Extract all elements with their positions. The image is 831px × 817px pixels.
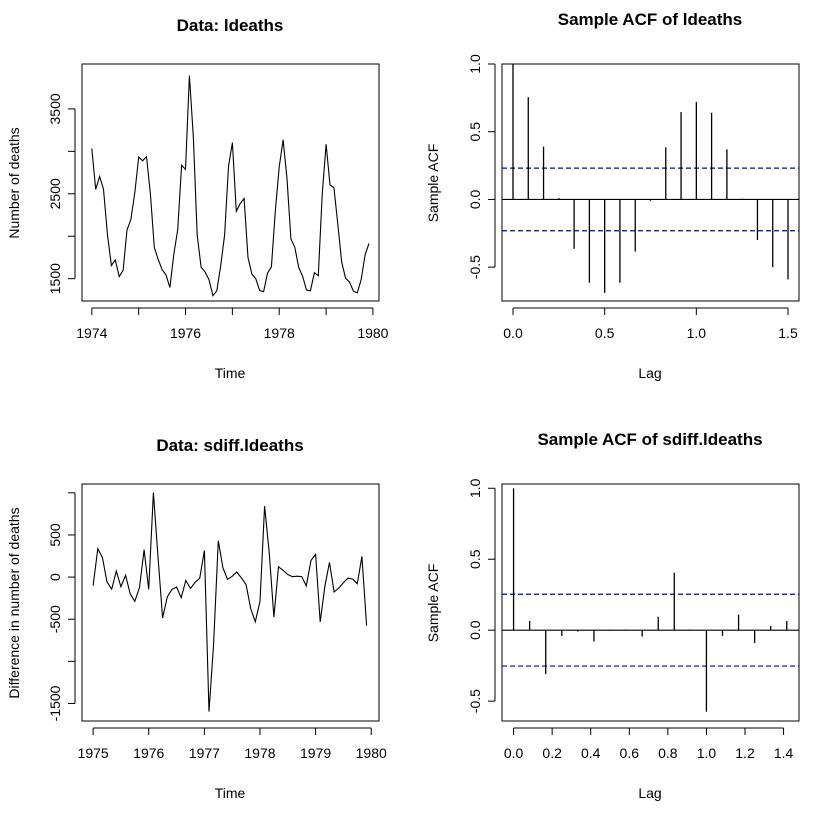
y-tick-label: -0.5: [467, 255, 483, 279]
x-axis-label: Time: [215, 785, 246, 801]
y-tick-label: -0.5: [467, 689, 483, 713]
series-line: [92, 492, 368, 712]
chart-title: Data: ldeaths: [177, 16, 284, 35]
chart-title: Sample ACF of ldeaths: [558, 10, 743, 29]
y-tick-label: 2500: [47, 178, 63, 209]
y-tick-label: 3500: [47, 93, 63, 124]
x-tick-label: 0.0: [504, 745, 524, 761]
y-tick-label: 1500: [47, 263, 63, 294]
x-tick-label: 0.5: [595, 325, 615, 341]
x-tick-label: 1.2: [735, 745, 755, 761]
plot-frame: [501, 63, 800, 302]
panel-sdiff-acf: Sample ACF of sdiff.ldeaths Lag Sample A…: [425, 430, 800, 801]
y-axis-label: Sample ACF: [425, 564, 441, 643]
y-tick-label: 0: [47, 573, 63, 581]
x-tick-label: 0.6: [620, 745, 640, 761]
series-line: [91, 75, 370, 297]
x-tick-label: 1974: [76, 325, 107, 341]
x-tick-label: 1978: [264, 325, 295, 341]
x-axis-label: Lag: [638, 365, 661, 381]
y-axis-label: Number of deaths: [6, 127, 22, 238]
y-tick-label: 1.0: [467, 54, 483, 74]
plot-frame: [81, 63, 380, 302]
panel-ldeaths-acf: Sample ACF of ldeaths Lag Sample ACF 0.0…: [425, 10, 800, 381]
y-axis-label: Difference in number of deaths: [6, 507, 22, 698]
x-tick-label: 1977: [189, 745, 220, 761]
x-tick-label: 1980: [356, 745, 387, 761]
plot-frame: [501, 483, 800, 722]
x-axis-label: Lag: [638, 785, 661, 801]
y-tick-label: 0.0: [467, 620, 483, 640]
x-tick-label: 1.5: [778, 325, 798, 341]
x-tick-label: 0.0: [503, 325, 523, 341]
y-tick-label: 0.5: [467, 122, 483, 142]
x-tick-label: 1.0: [687, 325, 707, 341]
x-tick-label: 1979: [300, 745, 331, 761]
x-tick-label: 0.4: [581, 745, 601, 761]
y-tick-label: -1500: [47, 685, 63, 721]
y-axis-label: Sample ACF: [425, 144, 441, 223]
x-tick-label: 1978: [244, 745, 275, 761]
x-tick-label: 0.8: [658, 745, 678, 761]
y-tick-label: 0.5: [467, 549, 483, 569]
x-tick-label: 1.4: [774, 745, 794, 761]
y-tick-label: 500: [47, 523, 63, 547]
x-tick-label: 0.2: [542, 745, 562, 761]
chart-title: Data: sdiff.ldeaths: [156, 436, 303, 455]
y-tick-label: 0.0: [467, 189, 483, 209]
x-tick-label: 1976: [133, 745, 164, 761]
x-tick-label: 1980: [357, 325, 388, 341]
panel-sdiff-series: Data: sdiff.ldeaths Time Difference in n…: [6, 436, 387, 801]
y-tick-label: -500: [47, 605, 63, 633]
y-tick-label: 1.0: [467, 478, 483, 498]
chart-title: Sample ACF of sdiff.ldeaths: [537, 430, 762, 449]
x-axis-label: Time: [215, 365, 246, 381]
x-tick-label: 1976: [170, 325, 201, 341]
x-tick-label: 1975: [78, 745, 109, 761]
x-tick-label: 1.0: [697, 745, 717, 761]
plot-frame: [81, 483, 380, 722]
panel-ldeaths-series: Data: ldeaths Time Number of deaths 1974…: [6, 16, 389, 381]
